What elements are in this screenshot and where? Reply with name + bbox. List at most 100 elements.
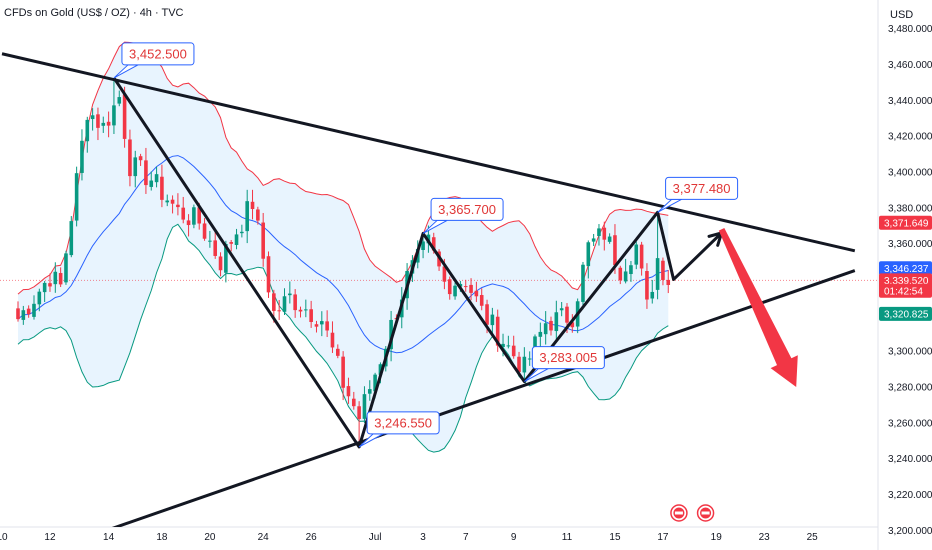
callout-label: 3,283.005 <box>539 350 597 365</box>
candle-body <box>325 321 329 331</box>
candle <box>351 391 356 410</box>
candle-body <box>309 309 313 323</box>
candle-body <box>570 322 575 328</box>
candle-body <box>282 296 287 312</box>
bollinger-basis <box>17 155 669 354</box>
candle <box>325 310 329 338</box>
candle-body <box>634 244 639 265</box>
candle-body <box>149 180 154 187</box>
x-tick-label: 12 <box>44 532 56 543</box>
candle-body <box>154 174 159 183</box>
candle <box>48 273 52 292</box>
callout-box <box>665 176 739 200</box>
callout-box <box>430 197 504 221</box>
candle <box>106 111 111 138</box>
candle-body <box>645 271 649 300</box>
candle-body <box>192 207 196 225</box>
candle-body <box>266 256 271 293</box>
candle <box>634 241 639 270</box>
candle-body <box>32 303 36 317</box>
candle <box>250 189 255 220</box>
candle <box>581 261 585 310</box>
flag-icon <box>670 504 688 522</box>
y-tick-label: 3,200.000 <box>888 526 932 537</box>
price-tag: 01:42:54 <box>879 283 932 298</box>
candle <box>666 269 671 294</box>
price-tag-box <box>879 306 932 321</box>
candle-body <box>527 358 532 360</box>
candle-body <box>213 240 218 256</box>
x-tick-label: 18 <box>156 532 168 543</box>
candle <box>645 263 649 309</box>
candle-body <box>618 267 623 281</box>
candle <box>21 305 26 325</box>
candle <box>218 252 223 277</box>
candle <box>32 295 36 320</box>
candle-body <box>256 209 260 221</box>
price-callout: 3,283.005 <box>524 346 605 383</box>
price-tag-label: 3,371.649 <box>884 218 929 229</box>
candle <box>314 320 319 333</box>
candle <box>208 230 212 248</box>
x-tick-label: 25 <box>807 532 819 543</box>
candle-body <box>458 283 463 287</box>
candle <box>26 305 31 318</box>
candle <box>37 288 42 312</box>
price-callout: 3,365.700 <box>422 197 504 234</box>
candle-body <box>101 122 106 126</box>
candle-body <box>26 308 31 315</box>
candle-body <box>85 119 90 142</box>
callout-box <box>531 346 605 370</box>
candle <box>570 314 575 333</box>
candle <box>293 289 297 318</box>
candle <box>85 116 90 153</box>
candle-body <box>559 308 564 311</box>
candle <box>133 150 138 188</box>
candle <box>543 311 548 345</box>
callout-label: 3,452.500 <box>129 46 187 61</box>
candle-body <box>431 237 436 251</box>
x-tick-label: 17 <box>657 532 669 543</box>
callout-box <box>121 42 195 66</box>
bollinger-upper <box>17 41 669 295</box>
candle-body <box>629 265 633 275</box>
x-tick-label: 19 <box>711 532 723 543</box>
candle-body <box>272 293 276 311</box>
candle <box>469 278 473 301</box>
candle <box>479 288 484 311</box>
candle <box>112 77 116 135</box>
candle-body <box>138 156 143 161</box>
candle <box>362 386 367 423</box>
candle <box>165 194 170 207</box>
candle-body <box>597 228 601 237</box>
candle <box>128 129 132 187</box>
price-tag-box <box>879 261 932 276</box>
candle-body <box>330 332 335 348</box>
candle <box>474 281 479 302</box>
candle-body <box>314 324 319 327</box>
candle-body <box>80 140 84 173</box>
candle <box>245 189 249 244</box>
candle <box>650 279 655 304</box>
candle-body <box>378 364 383 375</box>
candle-body <box>133 157 138 177</box>
candle <box>549 316 553 336</box>
candle <box>629 260 633 282</box>
callout-label: 3,246.550 <box>374 415 432 430</box>
price-callout: 3,246.550 <box>358 411 440 448</box>
candle <box>623 258 628 284</box>
y-tick-label: 3,360.000 <box>888 239 932 250</box>
candle-body <box>341 356 345 388</box>
price-tag: 3,320.825 <box>879 306 932 321</box>
y-tick-label: 3,480.000 <box>888 24 932 35</box>
candle-body <box>511 345 516 357</box>
price-tag-box <box>879 215 932 230</box>
candle <box>64 250 68 285</box>
candle-body <box>666 279 671 286</box>
candle <box>320 311 324 337</box>
candle <box>341 351 345 401</box>
candle <box>346 377 351 404</box>
candle-body <box>234 234 239 245</box>
candle <box>234 228 239 250</box>
